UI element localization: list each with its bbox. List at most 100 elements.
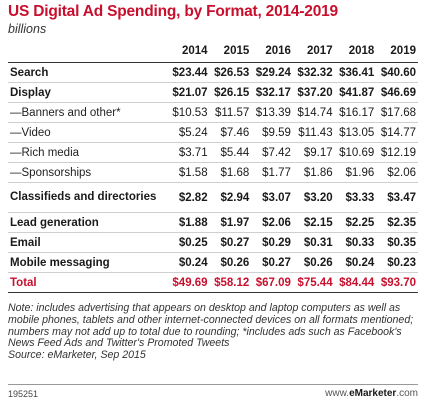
value-cell: $0.35 — [376, 232, 418, 253]
row-label: Search — [8, 62, 168, 83]
table-row: —Sponsorships $1.58 $1.68 $1.77 $1.86 $1.96 $2… — [8, 162, 418, 183]
row-label: Classifieds and directories — [8, 182, 168, 213]
value-cell: $0.27 — [251, 252, 293, 273]
source-text: Source: eMarketer, Sep 2015 — [8, 349, 146, 362]
value-cell: $5.24 — [167, 122, 210, 143]
value-cell: $2.25 — [334, 212, 377, 233]
value-cell: $0.25 — [167, 232, 210, 253]
table-row: Search $23.44 $26.53 $29.24 $32.32 $36.41 $40.… — [8, 62, 418, 83]
row-label: —Rich media — [8, 142, 168, 163]
value-cell: $26.15 — [209, 82, 252, 103]
chart-id: 195251 — [8, 389, 39, 399]
chart-title: US Digital Ad Spending, by Format, 2014-… — [8, 3, 338, 20]
row-label: —Banners and other* — [8, 102, 168, 123]
value-cell: $0.27 — [209, 232, 252, 253]
value-cell: $41.87 — [334, 82, 377, 103]
value-cell: $0.24 — [334, 252, 377, 273]
table-body: Search $23.44 $26.53 $29.24 $32.32 $36.41 $40.… — [8, 62, 418, 293]
row-label: Total — [8, 272, 168, 293]
column-header: 2019 — [376, 41, 418, 63]
value-cell: $9.59 — [251, 122, 293, 143]
value-cell: $12.19 — [376, 142, 418, 163]
value-cell: $3.71 — [167, 142, 210, 163]
value-cell: $21.07 — [167, 82, 210, 103]
column-header: 2017 — [292, 41, 335, 63]
table-row: Display $21.07 $26.15 $32.17 $37.20 $41.87 $46… — [8, 82, 418, 103]
value-cell: $3.33 — [334, 182, 377, 213]
value-cell: $11.57 — [209, 102, 252, 123]
table-row: —Banners and other* $10.53 $11.57 $13.39 $14… — [8, 102, 418, 123]
value-cell: $13.39 — [251, 102, 293, 123]
value-cell: $40.60 — [376, 62, 418, 83]
row-label: Email — [8, 232, 168, 253]
value-cell: $93.70 — [376, 272, 418, 293]
value-cell: $10.53 — [167, 102, 210, 123]
data-table: 2014 2015 2016 2017 2018 2019 Search $23.… — [8, 41, 418, 293]
value-cell: $32.32 — [292, 62, 335, 83]
value-cell: $49.69 — [167, 272, 210, 293]
chart-subtitle: billions — [8, 22, 47, 36]
brand-prefix: www. — [325, 388, 350, 399]
value-cell: $0.31 — [292, 232, 335, 253]
value-cell: $17.68 — [376, 102, 418, 123]
value-cell: $75.44 — [292, 272, 335, 293]
value-cell: $11.43 — [292, 122, 335, 143]
table-row: Total $49.69 $58.12 $67.09 $75.44 $84.44 $93.7… — [8, 272, 418, 293]
row-label: Mobile messaging — [8, 252, 168, 273]
header-label-cell — [8, 41, 168, 63]
brand-suffix: .com — [396, 388, 418, 399]
value-cell: $7.42 — [251, 142, 293, 163]
value-cell: $58.12 — [209, 272, 252, 293]
value-cell: $3.47 — [376, 182, 418, 213]
notes: Note: includes advertising that appears … — [8, 302, 420, 362]
table-row: Classifieds and directories $2.82 $2.94 $3.… — [8, 182, 418, 213]
value-cell: $13.05 — [334, 122, 377, 143]
value-cell: $23.44 — [167, 62, 210, 83]
column-header: 2014 — [167, 41, 210, 63]
header-row: 2014 2015 2016 2017 2018 2019 — [8, 41, 418, 63]
column-header: 2018 — [334, 41, 377, 63]
footer-divider — [8, 384, 418, 385]
value-cell: $16.17 — [334, 102, 377, 123]
value-cell: $2.82 — [167, 182, 210, 213]
value-cell: $0.26 — [292, 252, 335, 273]
brand-name: eMarketer — [349, 388, 397, 399]
value-cell: $5.44 — [209, 142, 252, 163]
value-cell: $0.26 — [209, 252, 252, 273]
value-cell: $0.33 — [334, 232, 377, 253]
value-cell: $0.23 — [376, 252, 418, 273]
row-label: —Video — [8, 122, 168, 143]
value-cell: $1.58 — [167, 162, 210, 183]
value-cell: $29.24 — [251, 62, 293, 83]
value-cell: $84.44 — [334, 272, 377, 293]
row-label: Display — [8, 82, 168, 103]
value-cell: $2.94 — [209, 182, 252, 213]
value-cell: $37.20 — [292, 82, 335, 103]
table-row: Lead generation $1.88 $1.97 $2.06 $2.15 $2.25… — [8, 212, 418, 233]
value-cell: $26.53 — [209, 62, 252, 83]
value-cell: $9.17 — [292, 142, 335, 163]
value-cell: $36.41 — [334, 62, 377, 83]
value-cell: $2.06 — [376, 162, 418, 183]
value-cell: $1.96 — [334, 162, 377, 183]
value-cell: $10.69 — [334, 142, 377, 163]
value-cell: $32.17 — [251, 82, 293, 103]
value-cell: $2.15 — [292, 212, 335, 233]
value-cell: $2.35 — [376, 212, 418, 233]
value-cell: $2.06 — [251, 212, 293, 233]
note-text: Note: includes advertising that appears … — [8, 302, 414, 350]
value-cell: $67.09 — [251, 272, 293, 293]
value-cell: $3.20 — [292, 182, 335, 213]
value-cell: $1.77 — [251, 162, 293, 183]
value-cell: $1.68 — [209, 162, 252, 183]
table-row: Email $0.25 $0.27 $0.29 $0.31 $0.33 $0.35 — [8, 232, 418, 253]
row-label: Lead generation — [8, 212, 168, 233]
table-row: Mobile messaging $0.24 $0.26 $0.27 $0.26 $0.2… — [8, 252, 418, 273]
value-cell: $1.97 — [209, 212, 252, 233]
column-header: 2015 — [209, 41, 252, 63]
value-cell: $14.74 — [292, 102, 335, 123]
value-cell: $1.88 — [167, 212, 210, 233]
value-cell: $7.46 — [209, 122, 252, 143]
value-cell: $1.86 — [292, 162, 335, 183]
table-row: —Video $5.24 $7.46 $9.59 $11.43 $13.05 $14.77 — [8, 122, 418, 143]
